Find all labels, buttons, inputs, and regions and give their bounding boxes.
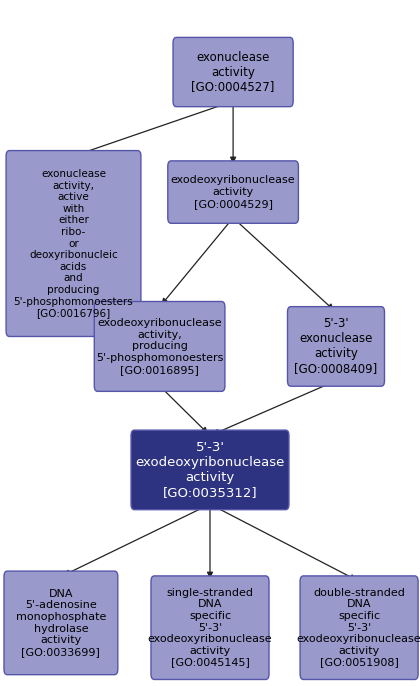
FancyBboxPatch shape: [151, 576, 269, 679]
Text: 5'-3'
exonuclease
activity
[GO:0008409]: 5'-3' exonuclease activity [GO:0008409]: [294, 318, 378, 375]
FancyBboxPatch shape: [4, 571, 118, 675]
Text: 5'-3'
exodeoxyribonuclease
activity
[GO:0035312]: 5'-3' exodeoxyribonuclease activity [GO:…: [135, 441, 285, 499]
Text: DNA
5'-adenosine
monophosphate
hydrolase
activity
[GO:0033699]: DNA 5'-adenosine monophosphate hydrolase…: [16, 589, 106, 657]
FancyBboxPatch shape: [288, 307, 385, 386]
Text: exonuclease
activity
[GO:0004527]: exonuclease activity [GO:0004527]: [192, 51, 275, 93]
Text: exodeoxyribonuclease
activity,
producing
5'-phosphomonoesters
[GO:0016895]: exodeoxyribonuclease activity, producing…: [96, 318, 223, 375]
FancyBboxPatch shape: [300, 576, 418, 679]
Text: single-stranded
DNA
specific
5'-3'
exodeoxyribonuclease
activity
[GO:0045145]: single-stranded DNA specific 5'-3' exode…: [148, 588, 272, 667]
FancyBboxPatch shape: [94, 302, 225, 391]
Text: exonuclease
activity,
active
with
either
ribo-
or
deoxyribonucleic
acids
and
pro: exonuclease activity, active with either…: [13, 169, 134, 318]
Text: exodeoxyribonuclease
activity
[GO:0004529]: exodeoxyribonuclease activity [GO:000452…: [171, 176, 295, 209]
Text: double-stranded
DNA
specific
5'-3'
exodeoxyribonuclease
activity
[GO:0051908]: double-stranded DNA specific 5'-3' exode…: [297, 588, 420, 667]
FancyBboxPatch shape: [168, 161, 299, 224]
FancyBboxPatch shape: [131, 430, 289, 510]
FancyBboxPatch shape: [6, 151, 141, 336]
FancyBboxPatch shape: [173, 37, 293, 106]
